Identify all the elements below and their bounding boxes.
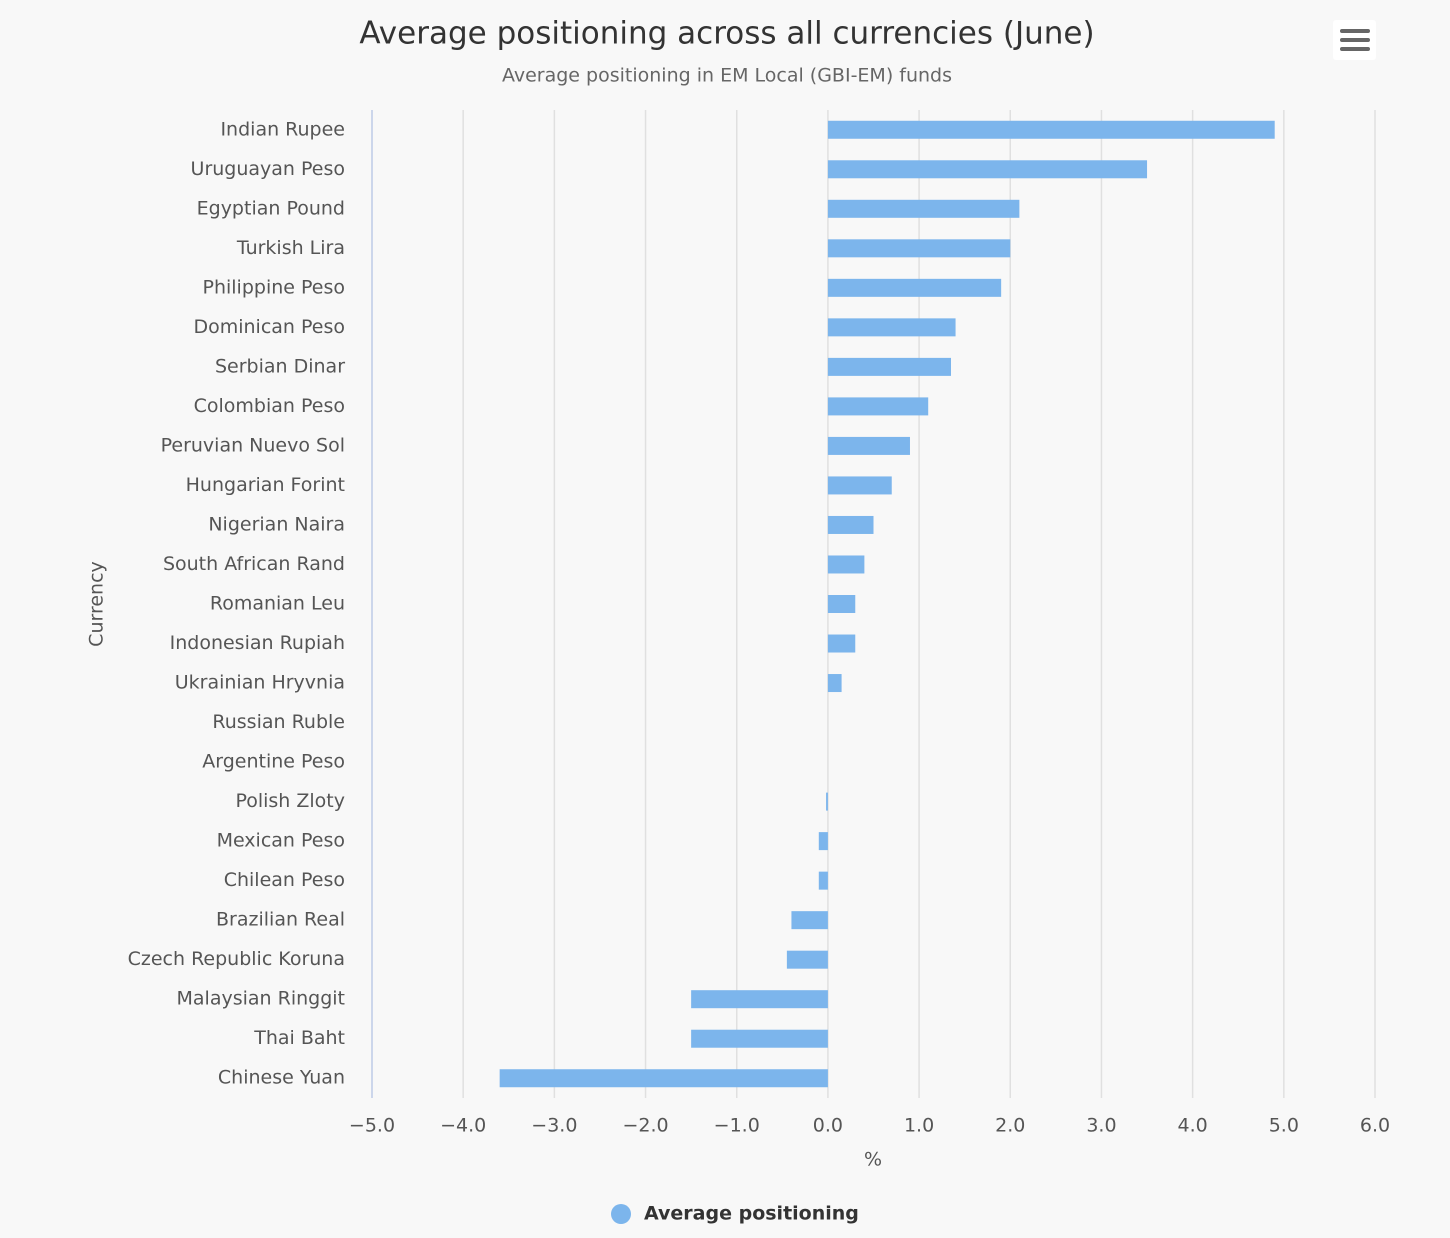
x-tick-label: 1.0 xyxy=(904,1115,934,1137)
y-tick-label: Mexican Peso xyxy=(217,830,345,852)
y-tick-label: Chilean Peso xyxy=(224,869,345,891)
legend-label[interactable]: Average positioning xyxy=(644,1203,859,1225)
y-tick-label: South African Rand xyxy=(163,553,345,575)
bar xyxy=(786,950,828,969)
x-tick-label: −5.0 xyxy=(349,1115,395,1137)
y-tick-label: Argentine Peso xyxy=(202,751,345,773)
y-tick-label: Russian Ruble xyxy=(212,711,345,733)
y-tick-label: Egyptian Pound xyxy=(197,197,345,219)
bar xyxy=(827,397,929,416)
x-tick-label: 6.0 xyxy=(1360,1115,1390,1137)
y-tick-label: Nigerian Naira xyxy=(208,513,345,535)
y-tick-label: Indian Rupee xyxy=(220,118,345,140)
y-tick-label: Dominican Peso xyxy=(193,316,345,338)
y-tick-label: Brazilian Real xyxy=(216,909,345,931)
legend-marker[interactable] xyxy=(611,1204,631,1224)
y-tick-label: Philippine Peso xyxy=(203,276,346,298)
bar xyxy=(827,476,892,495)
bar xyxy=(827,555,865,574)
bar xyxy=(827,436,910,455)
x-tick-label: −2.0 xyxy=(622,1115,668,1137)
y-tick-label: Romanian Leu xyxy=(210,593,345,615)
bar xyxy=(791,911,828,930)
bar xyxy=(827,160,1148,179)
x-tick-label: −3.0 xyxy=(531,1115,577,1137)
bar xyxy=(827,515,874,534)
bar xyxy=(826,792,828,811)
x-axis-title: % xyxy=(864,1149,882,1171)
y-tick-label: Hungarian Forint xyxy=(186,474,345,496)
menu-button[interactable] xyxy=(1333,20,1376,60)
chart-title: Average positioning across all currencie… xyxy=(359,16,1094,52)
x-tick-label: −1.0 xyxy=(714,1115,760,1137)
x-tick-label: 5.0 xyxy=(1269,1115,1299,1137)
y-tick-label: Colombian Peso xyxy=(194,395,345,417)
y-tick-label: Peruvian Nuevo Sol xyxy=(161,434,345,456)
bar xyxy=(827,674,842,693)
bar xyxy=(827,199,1020,218)
chart-subtitle: Average positioning in EM Local (GBI-EM)… xyxy=(502,65,952,87)
y-axis-title: Currency xyxy=(86,561,108,647)
x-tick-label: −4.0 xyxy=(440,1115,486,1137)
y-tick-label: Uruguayan Peso xyxy=(191,158,345,180)
bar xyxy=(827,318,956,337)
bar xyxy=(827,357,952,376)
y-tick-label: Serbian Dinar xyxy=(215,355,345,377)
y-tick-label: Indonesian Rupiah xyxy=(170,632,345,654)
x-tick-label: 3.0 xyxy=(1086,1115,1116,1137)
bar xyxy=(691,1029,828,1048)
bar xyxy=(827,595,856,613)
x-tick-label: 2.0 xyxy=(995,1115,1025,1137)
bar xyxy=(691,990,828,1009)
y-tick-label: Thai Baht xyxy=(253,1027,345,1049)
y-tick-label: Ukrainian Hryvnia xyxy=(175,672,345,694)
bar xyxy=(827,239,1011,258)
y-tick-label: Chinese Yuan xyxy=(218,1067,345,1089)
bar xyxy=(818,832,828,851)
y-tick-label: Turkish Lira xyxy=(236,237,345,259)
y-tick-label: Czech Republic Koruna xyxy=(128,948,345,970)
bar xyxy=(827,634,856,653)
bar xyxy=(827,278,1002,297)
x-tick-label: 0.0 xyxy=(813,1115,843,1137)
y-tick-label: Malaysian Ringgit xyxy=(177,988,345,1010)
y-tick-label: Polish Zloty xyxy=(235,790,345,812)
bar xyxy=(499,1069,828,1088)
x-tick-label: 4.0 xyxy=(1178,1115,1208,1137)
bar xyxy=(827,120,1275,139)
bar xyxy=(818,871,828,890)
